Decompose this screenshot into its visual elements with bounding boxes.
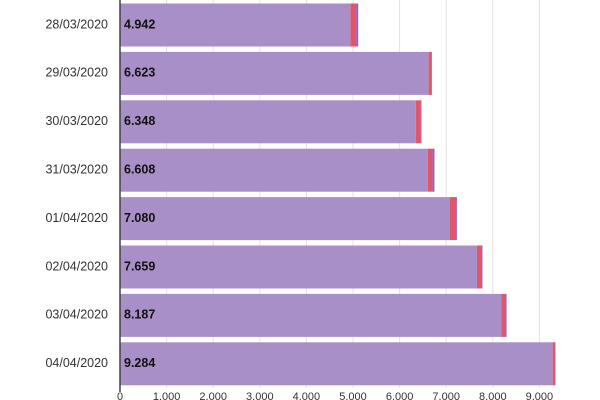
x-tick-label: 9.000 bbox=[526, 391, 554, 400]
bar-segment bbox=[120, 197, 450, 241]
x-tick-label: 1.000 bbox=[153, 391, 181, 400]
y-tick-label: 30/03/2020 bbox=[45, 114, 108, 128]
value-label: 7.659 bbox=[124, 259, 155, 273]
bar-segment bbox=[356, 3, 359, 47]
value-label: 8.187 bbox=[124, 308, 155, 322]
y-tick-label: 03/04/2020 bbox=[45, 308, 108, 322]
bar-segment bbox=[120, 148, 428, 192]
x-tick-label: 7.000 bbox=[432, 391, 460, 400]
y-tick-label: 29/03/2020 bbox=[45, 66, 108, 80]
value-label: 7.080 bbox=[124, 211, 155, 225]
x-tick-label: 4.000 bbox=[293, 391, 321, 400]
bar-segment bbox=[476, 245, 483, 289]
value-label: 6.348 bbox=[124, 114, 155, 128]
bar-segment bbox=[120, 100, 416, 144]
bar-segment bbox=[120, 342, 553, 386]
bar-segment bbox=[350, 3, 357, 47]
y-tick-label: 01/04/2020 bbox=[45, 211, 108, 225]
bar-segment bbox=[120, 51, 429, 95]
value-label: 9.284 bbox=[124, 356, 155, 370]
bar-segment bbox=[415, 100, 421, 144]
bar-segment bbox=[432, 148, 435, 192]
bar-segment bbox=[120, 3, 351, 47]
x-tick-label: 2.000 bbox=[199, 391, 227, 400]
y-tick-label: 02/04/2020 bbox=[45, 259, 108, 273]
x-tick-label: 5.000 bbox=[339, 391, 367, 400]
bar-segment bbox=[449, 197, 457, 241]
bar-segment bbox=[120, 293, 502, 337]
y-tick-label: 28/03/2020 bbox=[45, 17, 108, 31]
y-tick-label: 31/03/2020 bbox=[45, 162, 108, 176]
x-tick-label: 3.000 bbox=[246, 391, 274, 400]
value-label: 4.942 bbox=[124, 17, 155, 31]
bar-segment bbox=[428, 51, 432, 95]
bar-segment bbox=[427, 148, 433, 192]
value-label: 6.623 bbox=[124, 66, 155, 80]
x-tick-label: 0 bbox=[117, 391, 123, 400]
bar-segment bbox=[552, 342, 555, 386]
y-tick-label: 04/04/2020 bbox=[45, 356, 108, 370]
value-label: 6.608 bbox=[124, 162, 155, 176]
bar-segment bbox=[120, 245, 477, 289]
bar-segment bbox=[501, 293, 507, 337]
x-tick-label: 8.000 bbox=[479, 391, 507, 400]
x-tick-label: 6.000 bbox=[386, 391, 414, 400]
